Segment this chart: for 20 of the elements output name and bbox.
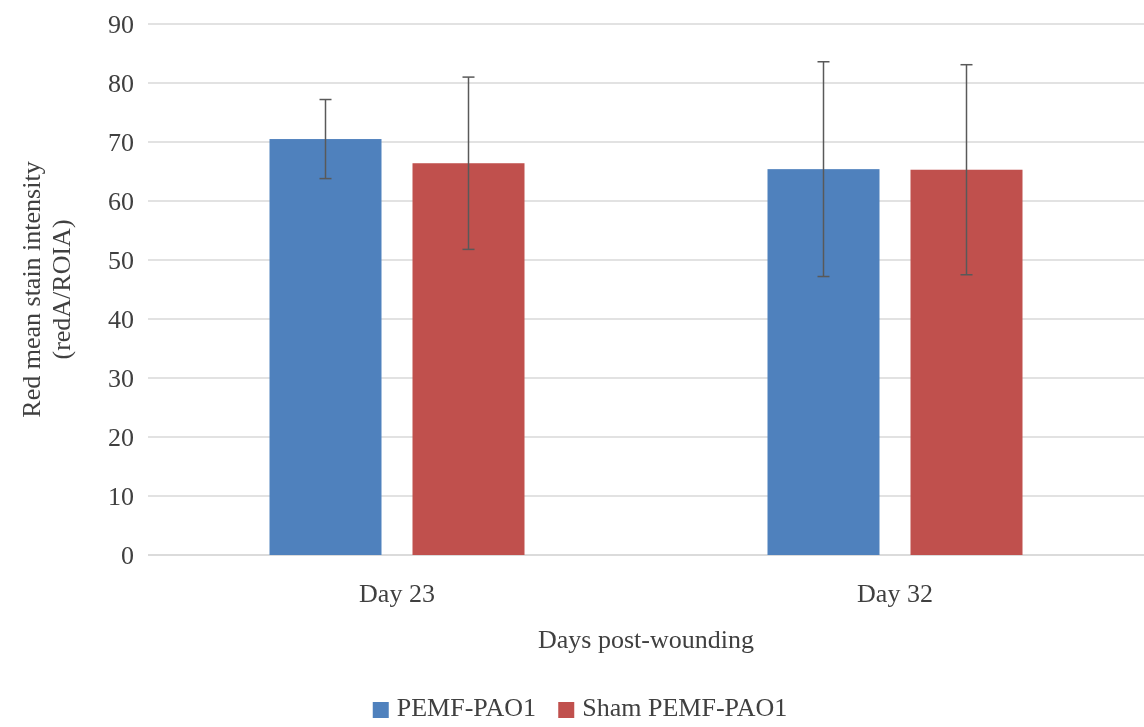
x-axis-title: Days post-wounding — [538, 625, 754, 654]
y-tick-label: 20 — [108, 423, 134, 453]
y-tick-label: 10 — [108, 482, 134, 512]
y-tick-label: 60 — [108, 187, 134, 217]
bar — [767, 169, 880, 555]
y-tick-label: 50 — [108, 246, 134, 276]
legend-label: PEMF-PAO1 — [396, 693, 536, 722]
y-axis-title: Red mean stain intensity (redA/ROIA) — [17, 161, 76, 418]
y-tick-label: 80 — [108, 69, 134, 99]
x-tick-label: Day 32 — [857, 579, 933, 608]
x-tick-label: Day 23 — [359, 579, 435, 608]
bar — [910, 169, 1023, 555]
bar — [412, 163, 525, 555]
y-tick-label: 90 — [108, 10, 134, 40]
y-tick-label: 40 — [108, 305, 134, 335]
y-tick-label: 0 — [121, 541, 134, 571]
bar — [269, 139, 382, 555]
legend-label: Sham PEMF-PAO1 — [582, 693, 788, 722]
y-tick-label: 70 — [108, 128, 134, 158]
y-tick-label: 30 — [108, 364, 134, 394]
